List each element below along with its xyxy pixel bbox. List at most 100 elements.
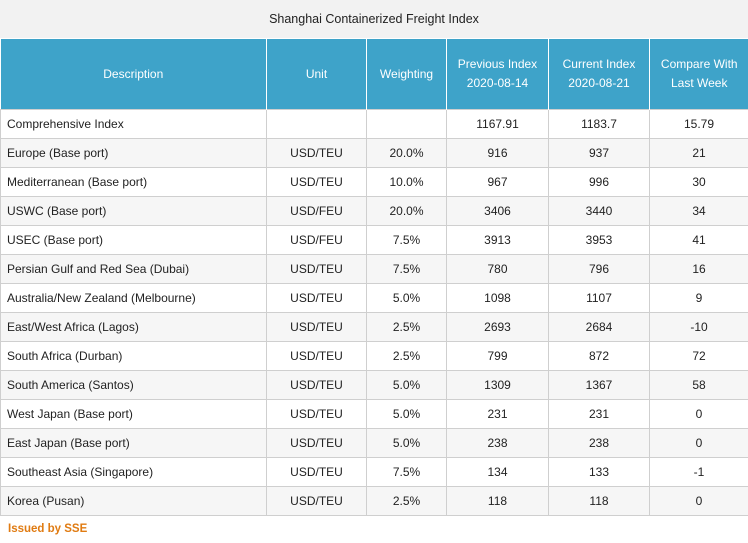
table-row: USEC (Base port) USD/FEU 7.5% 3913 3953 41 xyxy=(0,225,748,255)
cell-current: 1183.7 xyxy=(548,109,650,139)
cell-description: East Japan (Base port) xyxy=(0,428,267,458)
cell-current: 1367 xyxy=(548,370,650,400)
cell-unit: USD/TEU xyxy=(266,486,367,516)
cell-weighting: 2.5% xyxy=(366,341,447,371)
cell-description: Mediterranean (Base port) xyxy=(0,167,267,197)
cell-compare: 21 xyxy=(649,138,748,168)
cell-current: 231 xyxy=(548,399,650,429)
cell-description: Southeast Asia (Singapore) xyxy=(0,457,267,487)
cell-weighting: 7.5% xyxy=(366,457,447,487)
cell-current: 937 xyxy=(548,138,650,168)
cell-compare: 41 xyxy=(649,225,748,255)
column-header-text: Previous Index xyxy=(457,57,538,71)
cell-current: 2684 xyxy=(548,312,650,342)
cell-unit: USD/TEU xyxy=(266,312,367,342)
table-row: Europe (Base port) USD/TEU 20.0% 916 937 21 xyxy=(0,138,748,168)
table-row: USWC (Base port) USD/FEU 20.0% 3406 3440 34 xyxy=(0,196,748,226)
cell-previous: 134 xyxy=(446,457,549,487)
freight-index-table: Description Unit Weighting Previous Index 20… xyxy=(0,39,748,516)
cell-unit xyxy=(266,109,367,139)
cell-previous: 118 xyxy=(446,486,549,516)
cell-compare: 58 xyxy=(649,370,748,400)
cell-description: South America (Santos) xyxy=(0,370,267,400)
cell-unit: USD/FEU xyxy=(266,196,367,226)
cell-weighting: 7.5% xyxy=(366,225,447,255)
cell-unit: USD/TEU xyxy=(266,399,367,429)
cell-previous: 916 xyxy=(446,138,549,168)
cell-previous: 1098 xyxy=(446,283,549,313)
cell-description: Australia/New Zealand (Melbourne) xyxy=(0,283,267,313)
cell-previous: 231 xyxy=(446,399,549,429)
cell-unit: USD/TEU xyxy=(266,457,367,487)
column-header-text: Unit xyxy=(305,66,328,81)
cell-current: 1107 xyxy=(548,283,650,313)
cell-unit: USD/TEU xyxy=(266,254,367,284)
cell-current: 238 xyxy=(548,428,650,458)
cell-weighting xyxy=(366,109,447,139)
cell-current: 796 xyxy=(548,254,650,284)
cell-current: 133 xyxy=(548,457,650,487)
cell-unit: USD/TEU xyxy=(266,283,367,313)
cell-compare: 15.79 xyxy=(649,109,748,139)
column-header-text: Description xyxy=(103,66,164,81)
column-header-text: 2020-08-21 xyxy=(568,76,630,90)
column-header-text: Last Week xyxy=(671,76,728,90)
column-header-text: 2020-08-14 xyxy=(466,76,529,90)
cell-current: 118 xyxy=(548,486,650,516)
table-row: Mediterranean (Base port) USD/TEU 10.0% 967… xyxy=(0,167,748,197)
cell-previous: 2693 xyxy=(446,312,549,342)
cell-previous: 1309 xyxy=(446,370,549,400)
cell-description: Europe (Base port) xyxy=(0,138,267,168)
table-row: East Japan (Base port) USD/TEU 5.0% 238 238 0 xyxy=(0,428,748,458)
cell-current: 3953 xyxy=(548,225,650,255)
cell-compare: 0 xyxy=(649,486,748,516)
issued-by-note: Issued by SSE xyxy=(8,523,88,535)
cell-unit: USD/TEU xyxy=(266,370,367,400)
table-row: Comprehensive Index 1167.91 1183.7 15.79 xyxy=(0,109,748,139)
cell-weighting: 2.5% xyxy=(366,312,447,342)
cell-description: West Japan (Base port) xyxy=(0,399,267,429)
table-row: Australia/New Zealand (Melbourne) USD/TEU… xyxy=(0,283,748,313)
table-row: West Japan (Base port) USD/TEU 5.0% 231 231 0 xyxy=(0,399,748,429)
cell-description: East/West Africa (Lagos) xyxy=(0,312,267,342)
cell-previous: 238 xyxy=(446,428,549,458)
cell-compare: -1 xyxy=(649,457,748,487)
cell-weighting: 5.0% xyxy=(366,370,447,400)
table-row: Persian Gulf and Red Sea (Dubai) USD/TEU 7… xyxy=(0,254,748,284)
cell-compare: 0 xyxy=(649,428,748,458)
cell-unit: USD/TEU xyxy=(266,138,367,168)
cell-weighting: 7.5% xyxy=(366,254,447,284)
cell-unit: USD/TEU xyxy=(266,341,367,371)
column-header-text: Weighting xyxy=(379,66,434,81)
cell-compare: 72 xyxy=(649,341,748,371)
cell-previous: 780 xyxy=(446,254,549,284)
cell-current: 996 xyxy=(548,167,650,197)
column-header-description: Description xyxy=(0,39,267,110)
cell-compare: 34 xyxy=(649,196,748,226)
column-header-compare: Compare With Last Week xyxy=(649,39,748,110)
cell-compare: 0 xyxy=(649,399,748,429)
table-row: Southeast Asia (Singapore) USD/TEU 7.5% 134… xyxy=(0,457,748,487)
cell-previous: 799 xyxy=(446,341,549,371)
cell-unit: USD/TEU xyxy=(266,428,367,458)
cell-previous: 1167.91 xyxy=(446,109,549,139)
column-header-text: Current Index xyxy=(562,57,636,71)
cell-current: 3440 xyxy=(548,196,650,226)
cell-description: Comprehensive Index xyxy=(0,109,267,139)
cell-description: Korea (Pusan) xyxy=(0,486,267,516)
cell-description: South Africa (Durban) xyxy=(0,341,267,371)
cell-weighting: 10.0% xyxy=(366,167,447,197)
table-row: South America (Santos) USD/TEU 5.0% 1309 136… xyxy=(0,370,748,400)
column-header-previous: Previous Index 2020-08-14 xyxy=(446,39,549,110)
table-row: Korea (Pusan) USD/TEU 2.5% 118 118 0 xyxy=(0,486,748,516)
table-header-row: Description Unit Weighting Previous Index 20… xyxy=(0,39,748,110)
cell-description: USEC (Base port) xyxy=(0,225,267,255)
cell-compare: -10 xyxy=(649,312,748,342)
table-row: East/West Africa (Lagos) USD/TEU 2.5% 2693 2… xyxy=(0,312,748,342)
cell-previous: 967 xyxy=(446,167,549,197)
cell-weighting: 2.5% xyxy=(366,486,447,516)
column-header-weighting: Weighting xyxy=(366,39,447,110)
cell-current: 872 xyxy=(548,341,650,371)
cell-compare: 30 xyxy=(649,167,748,197)
cell-previous: 3913 xyxy=(446,225,549,255)
